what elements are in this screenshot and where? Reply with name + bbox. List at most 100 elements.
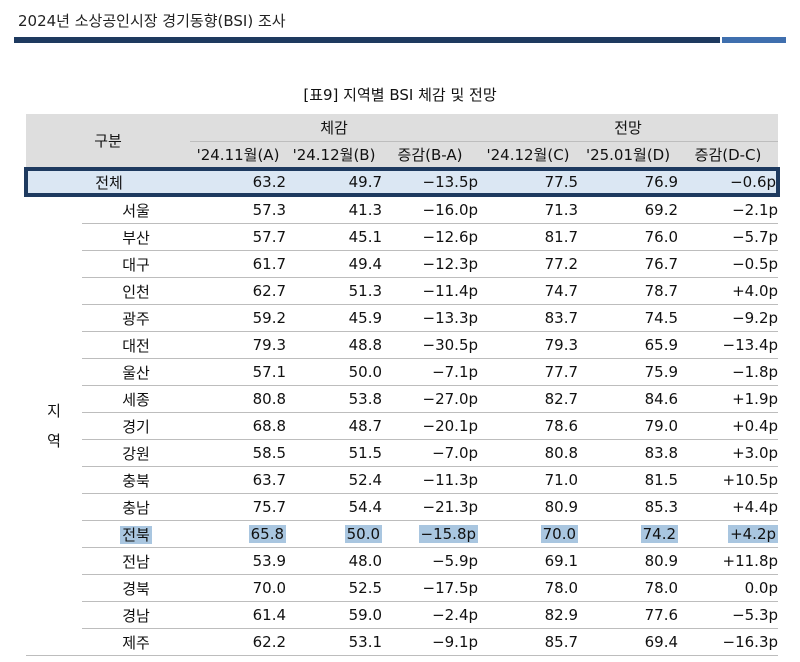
cell-value: 57.1 <box>190 358 287 386</box>
cell-text: −11.3p <box>422 471 479 489</box>
cell-text: 51.5 <box>348 444 383 462</box>
cell-value: 76.9 <box>578 167 679 197</box>
cell-text: 83.7 <box>544 309 579 327</box>
cell-text: 0.0p <box>744 579 779 597</box>
cell-text: +4.4p <box>732 498 779 516</box>
region-name: 인천 <box>122 282 150 301</box>
column-header: 증감(B-A) <box>382 141 479 170</box>
cell-value: −9.2p <box>678 304 779 332</box>
cell-value: −13.3p <box>382 304 479 332</box>
cell-text: 79.3 <box>544 336 579 354</box>
cell-text: +4.0p <box>732 282 779 300</box>
cell-value: 52.4 <box>286 466 383 494</box>
cell-text: 69.1 <box>544 552 579 570</box>
cell-value: −30.5p <box>382 331 479 359</box>
cell-value: 41.3 <box>286 195 383 224</box>
cell-value: 65.8 <box>190 520 287 548</box>
cell-value: −7.1p <box>382 358 479 386</box>
region-name: 강원 <box>122 444 150 463</box>
cell-text: 81.7 <box>544 228 579 246</box>
cell-value: −12.3p <box>382 250 479 278</box>
cell-value: −9.1p <box>382 628 479 656</box>
cell-text: 76.7 <box>644 255 679 273</box>
cell-value: 80.8 <box>190 385 287 413</box>
cell-text: 82.7 <box>544 390 579 408</box>
cell-text: 50.0 <box>348 363 383 381</box>
cell-text: −30.5p <box>422 336 479 354</box>
cell-value: 69.4 <box>578 628 679 656</box>
row-label: 부산 <box>82 223 191 251</box>
region-name: 전북 <box>120 525 152 544</box>
row-label: 제주 <box>82 628 191 656</box>
cell-value: 77.5 <box>478 167 579 197</box>
cell-text: −9.2p <box>732 309 779 327</box>
cell-value: 63.2 <box>190 167 287 197</box>
cell-value: 79.3 <box>478 331 579 359</box>
cell-text: 52.4 <box>348 471 383 489</box>
table-row: 경북 70.0 52.5 −17.5p 78.0 78.0 0.0p <box>26 574 779 602</box>
cell-text: 76.0 <box>644 228 679 246</box>
region-name: 광주 <box>122 309 150 328</box>
region-name: 경기 <box>122 417 150 436</box>
cell-text: 63.7 <box>252 471 287 489</box>
cell-value: 48.7 <box>286 412 383 440</box>
header-gubun: 구분 <box>26 114 191 170</box>
column-header: 증감(D-C) <box>678 141 779 170</box>
cell-text: −2.4p <box>432 606 479 624</box>
cell-value: 52.5 <box>286 574 383 602</box>
table-row: 울산 57.1 50.0 −7.1p 77.7 75.9 −1.8p <box>26 358 779 386</box>
cell-text: 69.4 <box>644 633 679 651</box>
cell-text: 82.9 <box>544 606 579 624</box>
cell-value: 61.7 <box>190 250 287 278</box>
column-header: '24.12월(C) <box>478 141 579 170</box>
cell-value: 81.7 <box>478 223 579 251</box>
cell-text: +11.8p <box>722 552 779 570</box>
cell-text: 57.1 <box>252 363 287 381</box>
cell-text: 65.8 <box>248 525 287 543</box>
cell-text: −27.0p <box>422 390 479 408</box>
cell-value: 54.4 <box>286 493 383 521</box>
cell-value: 85.7 <box>478 628 579 656</box>
table-row: 충남 75.7 54.4 −21.3p 80.9 85.3 +4.4p <box>26 493 779 521</box>
region-name: 전남 <box>122 552 150 571</box>
cell-value: 61.4 <box>190 601 287 629</box>
cell-value: 78.7 <box>578 277 679 305</box>
cell-value: 48.0 <box>286 547 383 575</box>
cell-value: −15.8p <box>382 520 479 548</box>
cell-value: 63.7 <box>190 466 287 494</box>
row-label: 전남 <box>82 547 191 575</box>
cell-text: 69.2 <box>644 201 679 219</box>
row-label: 세종 <box>82 385 191 413</box>
cell-text: −9.1p <box>432 633 479 651</box>
cell-value: 0.0p <box>678 574 779 602</box>
cell-value: 79.3 <box>190 331 287 359</box>
cell-text: 54.4 <box>348 498 383 516</box>
cell-text: 75.9 <box>644 363 679 381</box>
cell-value: −11.3p <box>382 466 479 494</box>
row-label: 경북 <box>82 574 191 602</box>
header-group-experience: 체감 <box>190 114 479 142</box>
table-row: 지 역 서울 57.3 41.3 −16.0p 71.3 69.2 −2.1p <box>26 195 779 656</box>
table-row: 대전 79.3 48.8 −30.5p 79.3 65.9 −13.4p <box>26 331 779 359</box>
region-name: 세종 <box>122 390 150 409</box>
cell-value: −2.1p <box>678 195 779 224</box>
cell-value: 69.2 <box>578 195 679 224</box>
cell-value: 70.0 <box>190 574 287 602</box>
cell-text: 70.0 <box>252 579 287 597</box>
cell-value: 77.7 <box>478 358 579 386</box>
cell-value: +10.5p <box>678 466 779 494</box>
cell-text: −5.3p <box>732 606 779 624</box>
column-header: '24.11월(A) <box>190 141 287 170</box>
cell-text: −16.0p <box>422 201 479 219</box>
cell-text: 48.7 <box>348 417 383 435</box>
cell-text: +4.2p <box>728 525 779 543</box>
cell-text: −7.0p <box>432 444 479 462</box>
region-name: 충북 <box>122 471 150 490</box>
table-title: [표9] 지역별 BSI 체감 및 전망 <box>303 86 497 104</box>
cell-text: 79.0 <box>644 417 679 435</box>
table-row: 전북 65.8 50.0 −15.8p 70.0 74.2 +4.2p <box>26 520 779 548</box>
cell-text: 71.3 <box>544 201 579 219</box>
cell-value: −5.9p <box>382 547 479 575</box>
cell-text: 85.3 <box>644 498 679 516</box>
cell-value: 58.5 <box>190 439 287 467</box>
